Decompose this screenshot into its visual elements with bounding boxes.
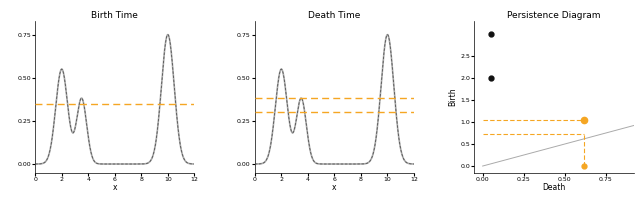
Title: Birth Time: Birth Time xyxy=(92,11,138,20)
Y-axis label: Birth: Birth xyxy=(449,87,458,106)
Title: Persistence Diagram: Persistence Diagram xyxy=(508,11,601,20)
Title: Death Time: Death Time xyxy=(308,11,360,20)
X-axis label: x: x xyxy=(332,183,337,192)
X-axis label: Death: Death xyxy=(543,183,566,192)
X-axis label: x: x xyxy=(113,183,117,192)
